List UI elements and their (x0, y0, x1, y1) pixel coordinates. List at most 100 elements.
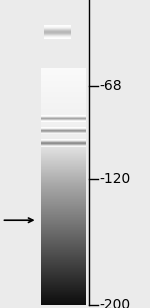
Bar (40, 157, 86, 158)
Bar (40, 148, 86, 149)
Bar (40, 169, 86, 170)
Bar (40, 83, 86, 84)
Bar (40, 233, 86, 234)
Bar (40, 127, 86, 128)
Bar (40, 260, 86, 261)
Bar (40, 264, 86, 265)
Bar (40, 102, 86, 103)
Bar (40, 136, 86, 137)
Bar (40, 292, 86, 293)
Bar (40, 117, 86, 118)
Bar (40, 254, 86, 255)
Bar (40, 151, 86, 152)
Bar (40, 117, 86, 118)
Bar (40, 99, 86, 100)
Bar (40, 281, 86, 282)
Bar (40, 181, 86, 182)
Bar (40, 207, 86, 208)
Bar (40, 85, 86, 86)
Bar (40, 106, 86, 107)
Bar (44, 33, 70, 34)
Bar (40, 273, 86, 274)
Bar (40, 221, 86, 222)
Bar (40, 94, 86, 95)
Bar (40, 139, 86, 140)
Bar (44, 34, 70, 35)
Bar (40, 214, 86, 215)
Bar (40, 132, 86, 133)
Bar (44, 37, 70, 38)
Bar (40, 273, 86, 274)
Bar (40, 108, 86, 109)
Bar (40, 227, 86, 228)
Bar (40, 117, 86, 118)
Bar (40, 146, 86, 147)
Bar (40, 78, 86, 79)
Bar (40, 117, 86, 118)
Bar (40, 241, 86, 242)
Bar (40, 158, 86, 159)
Bar (40, 101, 86, 102)
Bar (40, 155, 86, 156)
Bar (40, 140, 86, 141)
Bar (40, 187, 86, 188)
Bar (40, 242, 86, 243)
Bar (40, 275, 86, 276)
Bar (40, 290, 86, 291)
Bar (44, 32, 70, 33)
Bar (40, 155, 86, 156)
Bar (40, 172, 86, 173)
Bar (40, 250, 86, 251)
Bar (40, 224, 86, 225)
Bar (40, 220, 86, 221)
Bar (44, 33, 70, 34)
Bar (40, 276, 86, 277)
Bar (40, 131, 86, 132)
Bar (40, 290, 86, 291)
Bar (40, 76, 86, 77)
Bar (40, 104, 86, 105)
Bar (40, 225, 86, 226)
Bar (40, 283, 86, 284)
Bar (40, 253, 86, 254)
Bar (40, 286, 86, 287)
Bar (40, 242, 86, 243)
Bar (40, 291, 86, 292)
Bar (40, 139, 86, 140)
Bar (40, 173, 86, 174)
Bar (40, 251, 86, 252)
Bar (40, 233, 86, 234)
Bar (40, 216, 86, 217)
Bar (40, 182, 86, 183)
Bar (40, 160, 86, 161)
Bar (40, 170, 86, 171)
Bar (40, 143, 86, 144)
Bar (40, 232, 86, 233)
Bar (40, 144, 86, 145)
Bar (40, 215, 86, 216)
Bar (40, 171, 86, 172)
Bar (40, 147, 86, 148)
Bar (40, 92, 86, 93)
Bar (40, 199, 86, 200)
Bar (40, 109, 86, 110)
Bar (40, 186, 86, 187)
Bar (40, 123, 86, 124)
Bar (40, 97, 86, 98)
Bar (40, 243, 86, 244)
Bar (40, 195, 86, 196)
Bar (40, 120, 86, 121)
Bar (40, 86, 86, 87)
Bar (40, 244, 86, 245)
Bar (40, 139, 86, 140)
Bar (40, 90, 86, 91)
Bar (40, 88, 86, 89)
Bar (40, 272, 86, 273)
Bar (40, 247, 86, 248)
Bar (40, 245, 86, 246)
Bar (40, 213, 86, 214)
Bar (40, 133, 86, 134)
Bar (40, 244, 86, 245)
Bar (40, 265, 86, 266)
Bar (40, 197, 86, 198)
